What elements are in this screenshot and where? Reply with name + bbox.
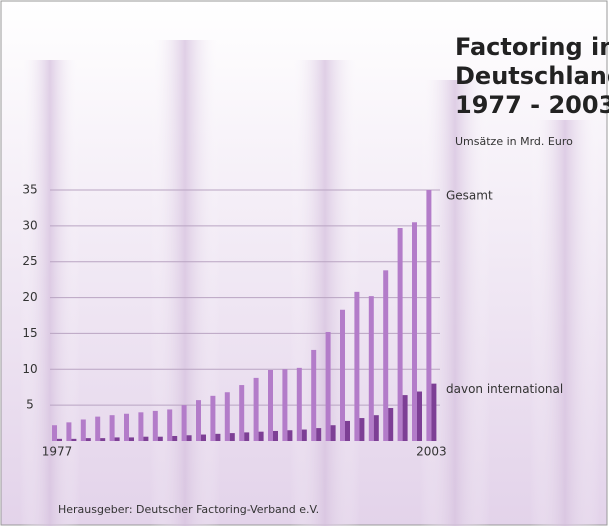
bar bbox=[66, 422, 72, 441]
bar bbox=[253, 377, 259, 441]
subtitle: Umsätze in Mrd. Euro bbox=[455, 135, 573, 148]
title-line: Factoring in bbox=[455, 33, 609, 61]
legend-label: davon international bbox=[446, 382, 563, 396]
bar bbox=[287, 430, 293, 441]
bar bbox=[100, 438, 106, 441]
bar bbox=[172, 435, 178, 441]
bar bbox=[124, 413, 129, 441]
bar bbox=[181, 405, 187, 441]
bar bbox=[388, 408, 394, 441]
bar bbox=[229, 433, 235, 441]
bar bbox=[167, 409, 173, 441]
bar bbox=[201, 434, 206, 441]
bar bbox=[95, 416, 101, 441]
bar bbox=[311, 349, 317, 441]
title-line: 1977 - 2003 bbox=[455, 91, 609, 119]
bar bbox=[273, 430, 278, 441]
bar bbox=[152, 410, 158, 441]
bar bbox=[239, 385, 245, 441]
bar bbox=[383, 270, 389, 441]
background-columns bbox=[20, 40, 600, 526]
bar bbox=[71, 438, 77, 441]
bar bbox=[268, 370, 273, 441]
bar bbox=[80, 419, 86, 441]
bar bbox=[417, 391, 422, 441]
bar bbox=[359, 418, 365, 441]
y-tick-label: 20 bbox=[22, 290, 37, 304]
bar bbox=[157, 436, 163, 441]
bar bbox=[431, 383, 437, 441]
legend-label: Gesamt bbox=[446, 189, 493, 203]
y-tick-label: 15 bbox=[22, 326, 37, 340]
bar bbox=[224, 392, 230, 441]
bar bbox=[186, 435, 192, 441]
bar bbox=[129, 437, 134, 441]
bar bbox=[282, 369, 288, 441]
bar bbox=[345, 420, 350, 441]
y-tick-label: 30 bbox=[22, 218, 37, 232]
x-tick-label: 2003 bbox=[416, 445, 447, 459]
y-tick-label: 25 bbox=[22, 254, 37, 268]
bar bbox=[85, 438, 91, 441]
bar bbox=[196, 400, 201, 441]
bar bbox=[397, 228, 403, 441]
y-tick-label: 5 bbox=[26, 398, 34, 412]
bar bbox=[373, 415, 379, 441]
bar bbox=[215, 433, 221, 441]
y-tick-label: 35 bbox=[22, 183, 37, 197]
y-tick-label: 10 bbox=[22, 362, 37, 376]
bar bbox=[244, 432, 250, 441]
bar bbox=[296, 367, 302, 441]
bar bbox=[138, 412, 144, 441]
bar bbox=[330, 425, 336, 441]
bar bbox=[426, 190, 432, 441]
bar bbox=[340, 309, 345, 441]
bar bbox=[316, 428, 322, 441]
bar bbox=[114, 437, 120, 441]
source: Herausgeber: Deutscher Factoring-Verband… bbox=[58, 503, 319, 516]
x-tick-label: 1977 bbox=[42, 445, 73, 459]
bar bbox=[325, 331, 331, 441]
bar bbox=[368, 296, 374, 441]
bar bbox=[143, 436, 149, 441]
bar bbox=[412, 222, 417, 441]
bar bbox=[210, 395, 216, 441]
bar bbox=[354, 291, 360, 441]
bar bbox=[52, 425, 57, 441]
bar bbox=[57, 438, 62, 441]
title-line: Deutschland bbox=[455, 62, 609, 90]
bar bbox=[109, 415, 115, 441]
bar bbox=[402, 395, 408, 441]
bar bbox=[301, 429, 307, 441]
bar bbox=[258, 431, 264, 441]
